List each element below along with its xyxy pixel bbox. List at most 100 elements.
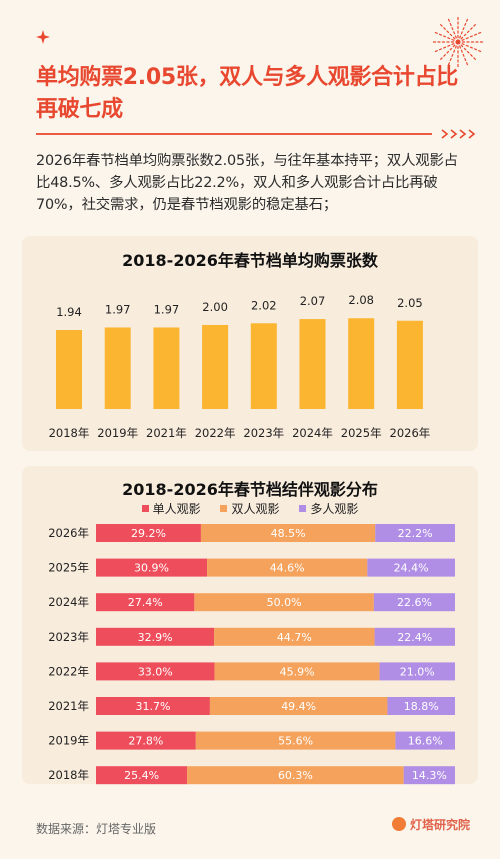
bar-2023年 — [250, 323, 277, 409]
lighthouse-icon — [392, 817, 406, 831]
segment-value-label: 22.6% — [397, 596, 432, 609]
bar-value-label: 2.07 — [300, 294, 326, 308]
bar-2021年 — [153, 327, 180, 409]
sparkle-icon — [36, 30, 50, 44]
x-tick-label: 2025年 — [341, 426, 382, 440]
brand-logo: 灯塔研究院 — [392, 816, 470, 833]
segment-value-label: 33.0% — [138, 665, 173, 678]
y-tick-label: 2018年 — [48, 768, 89, 782]
segment-value-label: 55.6% — [278, 735, 313, 748]
x-tick-label: 2026年 — [390, 426, 431, 440]
segment-多人观影 — [374, 627, 455, 646]
segment-双人观影 — [214, 627, 375, 646]
y-tick-label: 2022年 — [48, 664, 89, 678]
segment-value-label: 27.4% — [128, 596, 163, 609]
bar-value-label: 2.08 — [348, 293, 374, 307]
segment-双人观影 — [207, 558, 368, 577]
segment-多人观影 — [375, 524, 455, 542]
segment-value-label: 27.8% — [128, 735, 163, 748]
x-tick-label: 2021年 — [146, 426, 187, 440]
segment-双人观影 — [200, 524, 376, 542]
legend-label-multi: 多人观影 — [310, 502, 359, 516]
legend-item-multi: 多人观影 — [299, 500, 358, 517]
segment-value-label: 22.2% — [398, 527, 433, 540]
bar-2022年 — [202, 324, 229, 409]
x-tick-label: 2018年 — [49, 426, 90, 440]
legend-swatch-double — [220, 505, 228, 512]
segment-value-label: 22.4% — [397, 631, 432, 644]
segment-双人观影 — [187, 766, 404, 785]
segment-单人观影 — [96, 627, 215, 646]
bar-2025年 — [348, 318, 375, 409]
brand-name: 灯塔研究院 — [410, 818, 471, 832]
segment-单人观影 — [96, 697, 210, 715]
segment-单人观影 — [96, 558, 208, 577]
y-tick-label: 2026年 — [48, 526, 89, 540]
segment-单人观影 — [96, 524, 201, 542]
page-title: 单均购票2.05张，双人与多人观影合计占比再破七成 — [36, 65, 458, 122]
bar-value-label: 2.00 — [202, 300, 228, 314]
legend-swatch-single — [141, 505, 149, 512]
bar-value-label: 2.02 — [251, 298, 277, 312]
arrows-icon — [441, 129, 476, 139]
legend-swatch-multi — [299, 505, 307, 512]
segment-value-label: 48.5% — [271, 527, 306, 540]
x-tick-label: 2022年 — [195, 426, 236, 440]
segment-value-label: 32.9% — [138, 631, 173, 644]
segment-value-label: 16.6% — [408, 735, 443, 748]
bar-value-label: 1.97 — [154, 302, 180, 316]
segment-value-label: 60.3% — [278, 769, 313, 782]
segment-多人观影 — [373, 593, 455, 612]
bar-value-label: 1.94 — [56, 305, 82, 319]
bar-2018年 — [56, 330, 82, 409]
segment-value-label: 45.9% — [280, 665, 315, 678]
segment-多人观影 — [403, 766, 455, 785]
legend-item-single: 单人观影 — [141, 500, 201, 517]
y-tick-label: 2019年 — [48, 734, 89, 748]
segment-单人观影 — [96, 766, 188, 785]
segment-多人观影 — [379, 662, 455, 681]
data-source: 数据来源：灯塔专业版 — [36, 822, 157, 836]
segment-双人观影 — [194, 593, 374, 612]
segment-单人观影 — [96, 731, 196, 750]
segment-value-label: 24.4% — [394, 562, 429, 575]
segment-多人观影 — [367, 558, 455, 577]
segment-value-label: 21.0% — [400, 665, 435, 678]
legend-label-single: 单人观影 — [152, 502, 201, 516]
bar-2024年 — [299, 319, 326, 409]
legend-label-double: 双人观影 — [231, 502, 280, 516]
stacked-chart-panel — [22, 466, 478, 784]
legend-item-double: 双人观影 — [220, 500, 280, 517]
chart-legend: 单人观影 双人观影 多人观影 — [0, 500, 500, 517]
y-tick-label: 2021年 — [48, 699, 89, 713]
stacked-chart-title: 2018-2026年春节档结伴观影分布 — [122, 480, 378, 499]
segment-value-label: 44.7% — [277, 631, 312, 644]
segment-双人观影 — [195, 731, 396, 750]
segment-双人观影 — [214, 662, 380, 681]
segment-多人观影 — [395, 731, 455, 750]
segment-多人观影 — [387, 697, 455, 715]
x-tick-label: 2023年 — [243, 426, 284, 440]
segment-value-label: 44.6% — [270, 562, 305, 575]
x-tick-label: 2024年 — [292, 426, 333, 440]
y-tick-label: 2023年 — [48, 630, 89, 644]
segment-单人观影 — [96, 593, 195, 612]
bar-2019年 — [104, 327, 131, 409]
segment-单人观影 — [96, 662, 215, 681]
segment-value-label: 49.4% — [281, 700, 316, 713]
x-tick-label: 2019年 — [97, 426, 138, 440]
intro-paragraph: 2026年春节档单均购票张数2.05张，与往年基本持平；双人观影占比48.5%、… — [36, 153, 458, 213]
segment-value-label: 30.9% — [134, 562, 169, 575]
segment-value-label: 18.8% — [404, 700, 439, 713]
bar-2026年 — [396, 320, 423, 409]
firework-icon — [431, 15, 485, 69]
y-tick-label: 2025年 — [48, 561, 89, 575]
bar-value-label: 1.97 — [105, 302, 131, 316]
bar-chart-title: 2018-2026年春节档单均购票张数 — [122, 251, 378, 270]
bar-value-label: 2.05 — [397, 296, 423, 310]
segment-双人观影 — [209, 697, 388, 715]
segment-value-label: 29.2% — [131, 527, 166, 540]
title-divider — [36, 133, 432, 135]
